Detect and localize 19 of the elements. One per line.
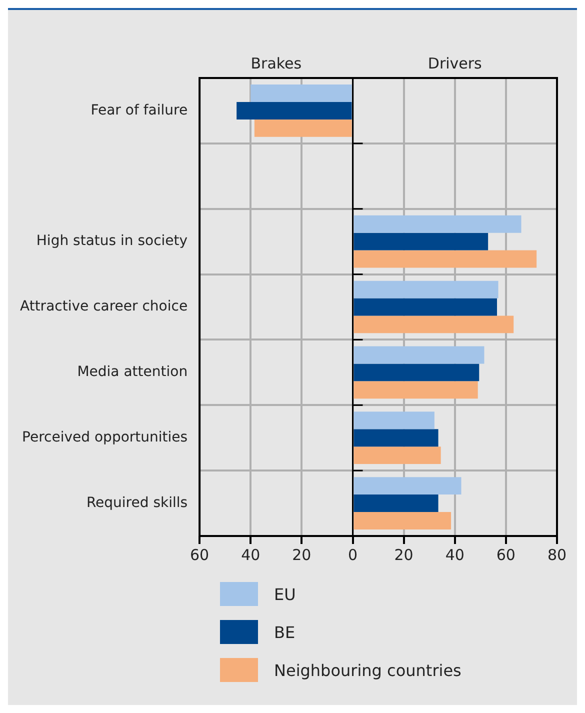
x-tick-label: 0	[348, 546, 358, 564]
x-tick-label: 20	[394, 546, 414, 564]
text: Brakes	[250, 54, 302, 72]
x-tick-label: 60	[190, 546, 210, 564]
x-tick-label: 80	[547, 546, 567, 564]
y-tick-label: Attractive career choice	[20, 298, 188, 315]
y-tick-label: Required skills	[86, 494, 188, 511]
y-tick-label: Media attention	[77, 364, 188, 380]
x-tick-label: 60	[496, 546, 516, 564]
y-tick-label: Perceived opportunities	[22, 430, 188, 446]
y-tick-label: Fear of failure	[90, 102, 188, 118]
y-tick-label: High status in society	[36, 233, 188, 250]
x-tick-label: 20	[292, 546, 312, 564]
x-tick-label: 40	[445, 546, 464, 564]
legend-label: EU	[274, 584, 296, 604]
legend-label: BE	[274, 622, 296, 642]
x-tick-label: 40	[241, 546, 260, 564]
legend-label: Neighbouring countries	[274, 660, 462, 680]
text: Drivers	[428, 54, 482, 72]
